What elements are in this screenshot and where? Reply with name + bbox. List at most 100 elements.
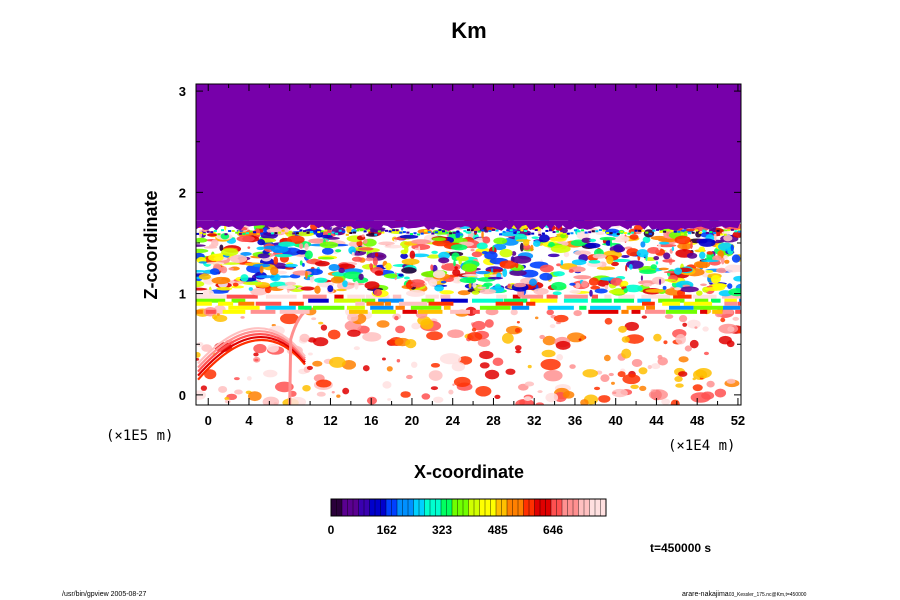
field-cell <box>674 287 682 291</box>
field-cell <box>454 266 458 270</box>
field-cell <box>443 305 451 310</box>
field-cell <box>264 245 276 250</box>
field-cell <box>556 353 564 361</box>
field-cell <box>284 267 294 270</box>
field-cell <box>727 326 735 333</box>
field-cell <box>474 230 478 233</box>
field-cell <box>679 286 699 293</box>
field-cell <box>405 280 414 289</box>
colorbar-swatch <box>556 499 563 516</box>
field-cell <box>505 368 516 375</box>
field-cell <box>571 259 587 266</box>
field-cell <box>477 286 487 290</box>
field-cell <box>262 396 280 405</box>
field-cell <box>658 298 685 303</box>
field-cell <box>647 365 652 370</box>
field-cell <box>267 232 271 235</box>
colorbar-ticks: 0 162 323 485 646 <box>328 523 564 537</box>
field-cell <box>351 252 355 257</box>
field-cell <box>243 281 263 286</box>
field-cell <box>338 267 345 274</box>
field-cell <box>463 230 467 233</box>
field-cell <box>338 229 342 232</box>
field-cell <box>545 229 549 232</box>
field-cell <box>527 364 532 369</box>
field-cell <box>484 230 488 233</box>
field-cell <box>538 234 550 243</box>
field-cell <box>658 241 670 245</box>
footer-right-small: 03_Kessler_175.nc@Km,t=450000 <box>729 592 807 598</box>
field-cell <box>618 294 635 299</box>
field-cell <box>399 231 403 234</box>
field-cell <box>205 309 216 314</box>
colorbar-swatch <box>529 499 535 516</box>
field-cell <box>506 229 510 232</box>
field-cell <box>378 241 395 246</box>
field-cell <box>321 247 334 255</box>
field-cell <box>363 238 368 244</box>
field-cell <box>545 392 559 403</box>
field-cell <box>524 381 535 387</box>
field-cell <box>302 294 327 299</box>
field-cell <box>314 260 330 267</box>
field-cell <box>420 232 424 235</box>
field-cell <box>593 386 601 391</box>
field-cell <box>621 309 629 314</box>
field-cell <box>355 301 365 306</box>
field-cell <box>447 329 464 339</box>
field-cell <box>657 357 668 366</box>
field-cell <box>240 316 245 319</box>
field-cell <box>363 230 367 233</box>
field-cell <box>229 254 248 264</box>
colorbar-swatch <box>463 499 469 516</box>
field-cell <box>678 356 689 363</box>
field-cell <box>692 294 717 299</box>
colorbar-swatch <box>600 499 607 516</box>
field-cell <box>257 239 266 246</box>
field-cell <box>386 366 393 372</box>
field-cell <box>395 325 406 334</box>
field-cell <box>362 332 382 342</box>
field-cell <box>384 301 391 306</box>
field-cell <box>662 259 676 263</box>
field-cell <box>476 242 488 250</box>
field-cell <box>666 229 670 232</box>
field-cell <box>662 301 681 306</box>
field-cell <box>559 232 563 235</box>
field-cell <box>510 309 518 316</box>
field-cell <box>592 253 607 259</box>
field-cell <box>342 280 348 288</box>
field-cell <box>694 298 709 303</box>
field-cell <box>204 369 217 380</box>
y-axis-label: Z-coordinate <box>141 190 161 299</box>
field-cell <box>453 376 471 388</box>
field-cell <box>631 358 643 367</box>
colorbar-swatch <box>523 499 530 516</box>
field-cell <box>299 260 303 266</box>
field-cell <box>432 264 438 273</box>
field-cell <box>361 298 376 303</box>
field-cell <box>361 234 365 238</box>
field-cell <box>714 232 717 242</box>
field-cell <box>477 338 491 347</box>
field-cell <box>642 236 651 244</box>
field-cell <box>608 289 628 295</box>
field-cell <box>568 269 574 273</box>
field-cell <box>313 232 317 235</box>
field-cell <box>621 254 630 258</box>
field-cell <box>352 231 356 234</box>
field-cell <box>655 228 659 231</box>
field-cell <box>334 294 344 299</box>
field-cell <box>278 231 282 234</box>
field-cell <box>349 309 368 314</box>
field-cell <box>686 252 698 259</box>
field-cell <box>289 301 304 306</box>
field-cell <box>421 393 431 400</box>
field-cell <box>233 377 240 381</box>
field-cell <box>648 232 652 235</box>
field-cell <box>280 313 299 325</box>
field-cell <box>395 229 399 232</box>
field-cell <box>702 326 709 332</box>
y-tick-label: 0 <box>179 388 186 403</box>
field-cell <box>551 281 567 291</box>
